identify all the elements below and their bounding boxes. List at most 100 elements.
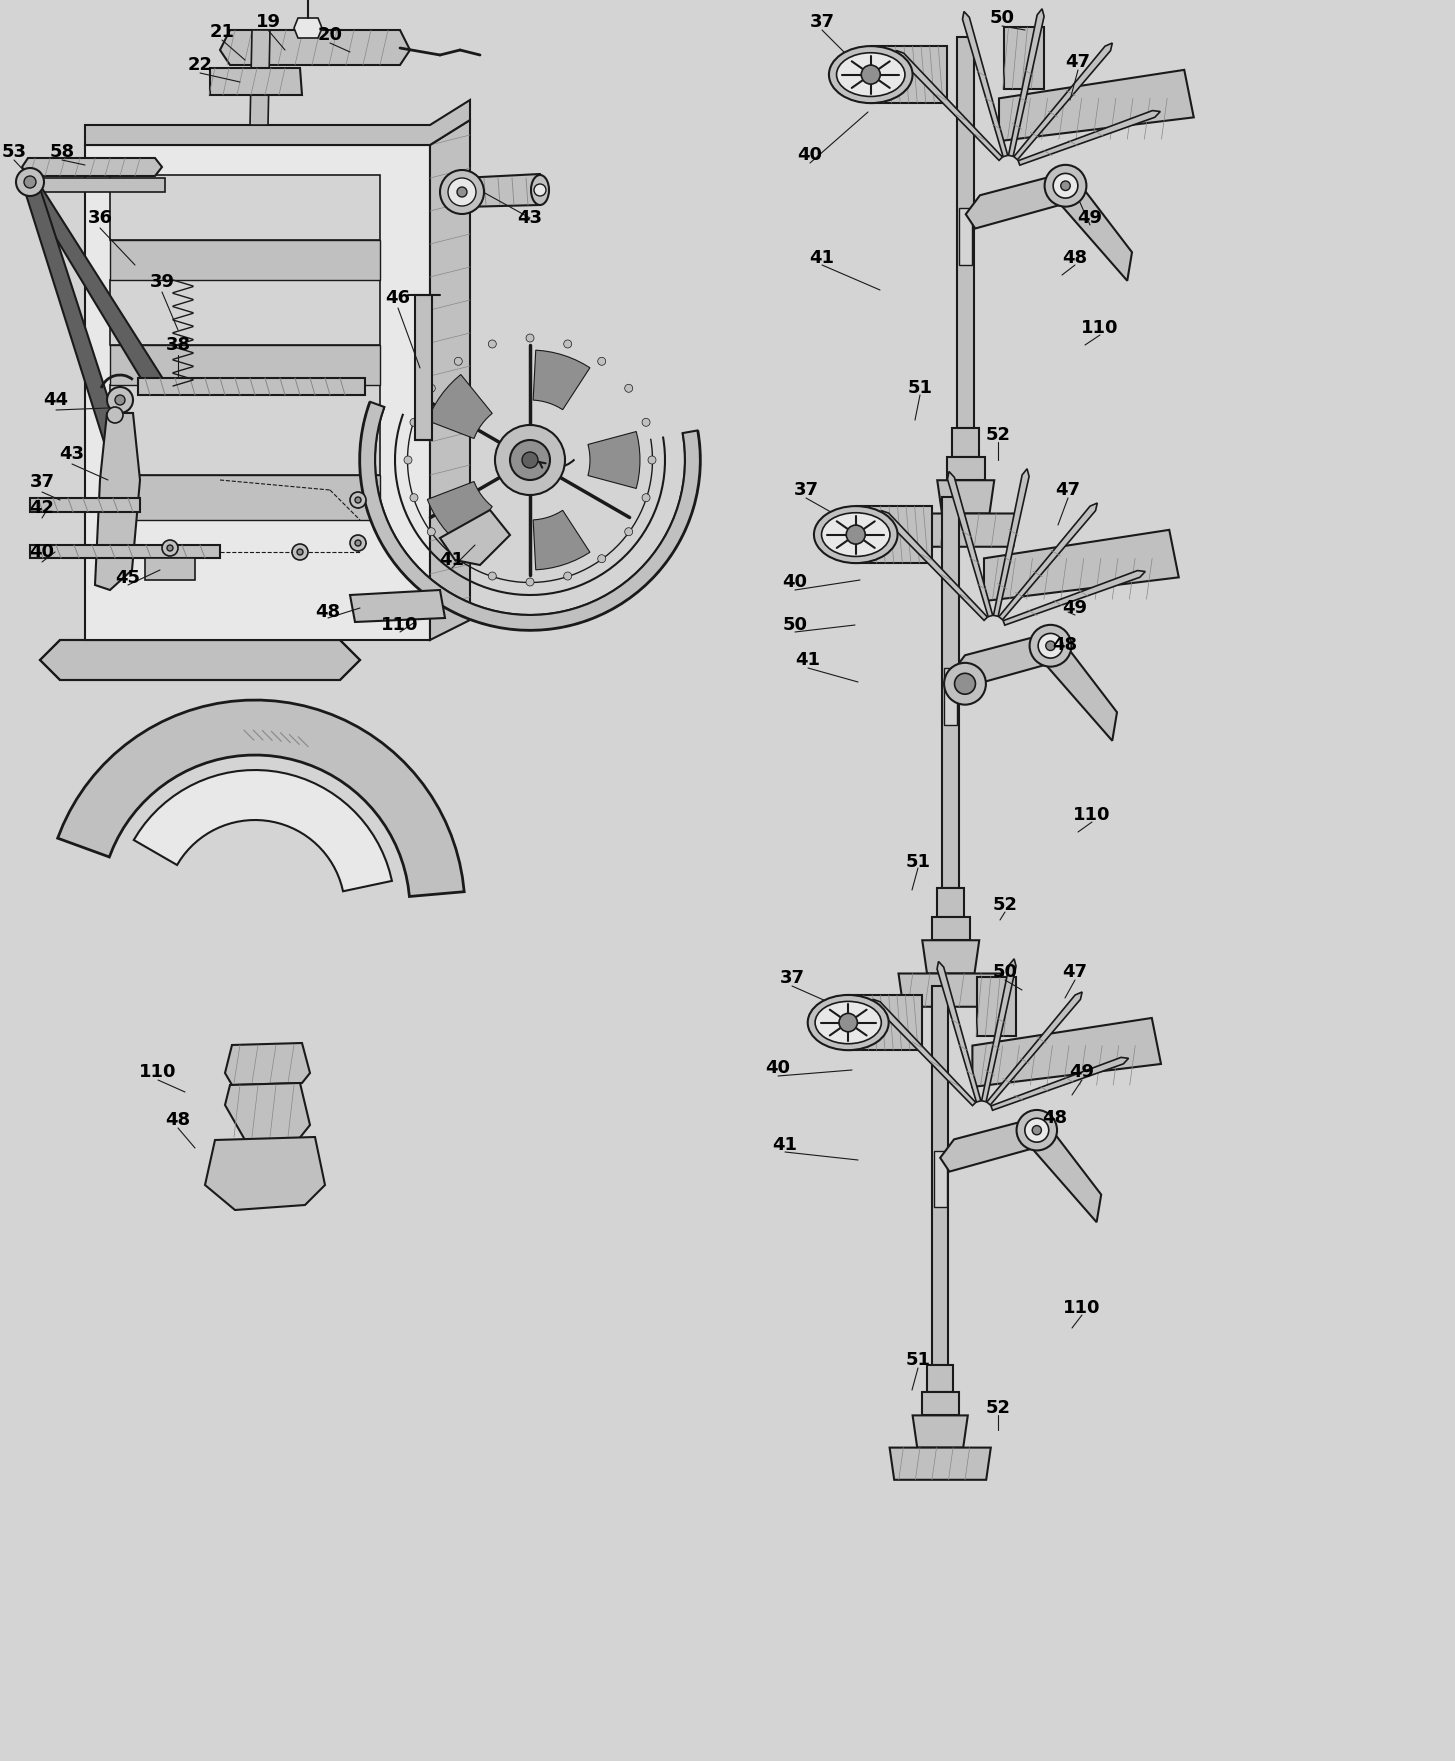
Text: 20: 20 bbox=[317, 26, 342, 44]
Polygon shape bbox=[111, 386, 380, 475]
Text: 41: 41 bbox=[809, 248, 835, 268]
Circle shape bbox=[563, 340, 572, 349]
Circle shape bbox=[527, 578, 534, 586]
Circle shape bbox=[598, 357, 605, 365]
Text: 38: 38 bbox=[166, 336, 191, 354]
Polygon shape bbox=[947, 456, 985, 481]
Polygon shape bbox=[991, 1057, 1129, 1109]
Circle shape bbox=[489, 572, 496, 579]
Circle shape bbox=[297, 549, 303, 555]
Text: 41: 41 bbox=[773, 1136, 797, 1153]
Text: 48: 48 bbox=[1062, 248, 1087, 268]
Text: 43: 43 bbox=[518, 210, 543, 227]
Polygon shape bbox=[1000, 70, 1193, 141]
Text: 48: 48 bbox=[316, 602, 340, 622]
Circle shape bbox=[115, 394, 125, 405]
Text: 48: 48 bbox=[1042, 1109, 1068, 1127]
Polygon shape bbox=[84, 144, 431, 639]
Polygon shape bbox=[415, 296, 432, 440]
Circle shape bbox=[489, 340, 496, 349]
Polygon shape bbox=[439, 511, 511, 565]
Polygon shape bbox=[22, 181, 164, 389]
Text: 36: 36 bbox=[87, 210, 112, 227]
Circle shape bbox=[108, 387, 132, 414]
Text: 43: 43 bbox=[60, 446, 84, 463]
Polygon shape bbox=[205, 1138, 324, 1210]
Text: 110: 110 bbox=[140, 1064, 176, 1081]
Polygon shape bbox=[95, 414, 140, 590]
Polygon shape bbox=[966, 171, 1132, 280]
Polygon shape bbox=[359, 402, 700, 630]
Text: 37: 37 bbox=[780, 969, 805, 986]
Polygon shape bbox=[111, 345, 380, 386]
Text: 51: 51 bbox=[908, 379, 933, 396]
Circle shape bbox=[624, 528, 633, 535]
Ellipse shape bbox=[815, 1002, 882, 1044]
Circle shape bbox=[439, 171, 485, 215]
Circle shape bbox=[428, 528, 435, 535]
Polygon shape bbox=[1018, 111, 1160, 166]
Text: 39: 39 bbox=[150, 273, 175, 291]
Polygon shape bbox=[986, 991, 1083, 1104]
Text: 110: 110 bbox=[1064, 1300, 1101, 1317]
Polygon shape bbox=[220, 30, 410, 65]
Polygon shape bbox=[994, 468, 1029, 616]
Text: 46: 46 bbox=[386, 289, 410, 306]
Text: 41: 41 bbox=[439, 551, 464, 569]
Text: 45: 45 bbox=[115, 569, 141, 586]
Polygon shape bbox=[943, 497, 959, 888]
Polygon shape bbox=[856, 505, 931, 564]
Circle shape bbox=[1024, 1118, 1049, 1143]
Polygon shape bbox=[870, 46, 947, 104]
Polygon shape bbox=[937, 481, 994, 514]
Text: 50: 50 bbox=[989, 9, 1014, 26]
Polygon shape bbox=[146, 558, 195, 579]
Circle shape bbox=[624, 384, 633, 393]
Text: 52: 52 bbox=[985, 426, 1011, 444]
Polygon shape bbox=[922, 1393, 959, 1416]
Polygon shape bbox=[588, 431, 640, 488]
Circle shape bbox=[495, 424, 565, 495]
Polygon shape bbox=[931, 916, 969, 940]
Circle shape bbox=[454, 555, 463, 564]
Circle shape bbox=[847, 525, 866, 544]
Polygon shape bbox=[226, 1043, 310, 1085]
Polygon shape bbox=[934, 1152, 947, 1206]
Polygon shape bbox=[957, 37, 975, 428]
Polygon shape bbox=[428, 375, 492, 438]
Ellipse shape bbox=[808, 995, 889, 1050]
Polygon shape bbox=[428, 481, 492, 546]
Text: 49: 49 bbox=[1078, 210, 1103, 227]
Circle shape bbox=[511, 440, 550, 481]
Polygon shape bbox=[138, 379, 365, 394]
Polygon shape bbox=[31, 544, 220, 558]
Polygon shape bbox=[250, 30, 271, 125]
Circle shape bbox=[563, 572, 572, 579]
Text: 47: 47 bbox=[1065, 53, 1090, 70]
Text: 40: 40 bbox=[765, 1058, 790, 1078]
Text: 40: 40 bbox=[29, 542, 54, 562]
Text: 52: 52 bbox=[985, 1398, 1011, 1418]
Polygon shape bbox=[927, 1365, 953, 1393]
Circle shape bbox=[598, 555, 605, 564]
Polygon shape bbox=[351, 590, 445, 622]
Text: 37: 37 bbox=[29, 474, 54, 491]
Text: 48: 48 bbox=[1052, 636, 1078, 653]
Ellipse shape bbox=[531, 174, 549, 204]
Polygon shape bbox=[873, 998, 976, 1106]
Text: 58: 58 bbox=[49, 143, 74, 160]
Text: 21: 21 bbox=[210, 23, 234, 41]
Text: 42: 42 bbox=[29, 498, 54, 518]
Circle shape bbox=[167, 544, 173, 551]
Polygon shape bbox=[940, 1116, 1101, 1222]
Circle shape bbox=[1032, 1125, 1042, 1134]
Circle shape bbox=[534, 183, 546, 195]
Circle shape bbox=[23, 176, 36, 188]
Polygon shape bbox=[953, 428, 979, 456]
Circle shape bbox=[454, 357, 463, 365]
Polygon shape bbox=[111, 174, 380, 239]
Polygon shape bbox=[912, 1416, 968, 1448]
Text: 19: 19 bbox=[256, 12, 281, 32]
Text: 51: 51 bbox=[905, 852, 931, 872]
Polygon shape bbox=[998, 504, 1097, 620]
